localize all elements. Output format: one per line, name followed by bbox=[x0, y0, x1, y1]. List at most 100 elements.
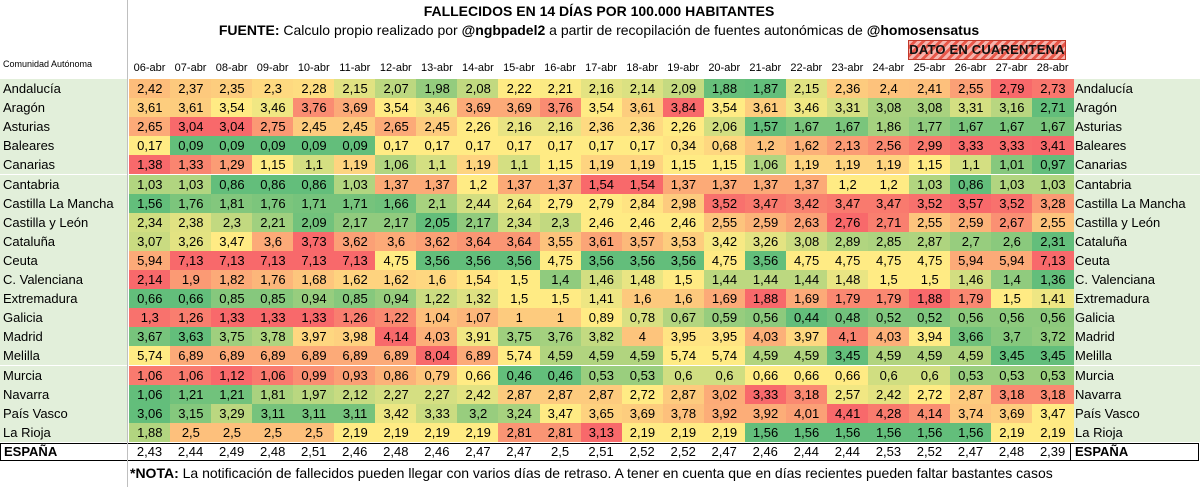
column-header: 09-abr bbox=[256, 62, 289, 74]
heatmap-cell: 1,03 bbox=[129, 174, 171, 194]
heatmap-cell: 1,54 bbox=[580, 174, 623, 194]
heatmap-cell: 2,7 bbox=[950, 231, 992, 251]
heatmap-cell: 2,27 bbox=[375, 384, 417, 404]
heatmap-cell: 1,32 bbox=[457, 289, 500, 309]
heatmap-cell: 2,55 bbox=[1032, 212, 1074, 232]
heatmap-cell: 2,42 bbox=[129, 79, 171, 98]
heatmap-cell: 6,89 bbox=[211, 346, 253, 366]
heatmap-cell: 0,09 bbox=[334, 136, 376, 156]
heatmap-cell: 2,09 bbox=[293, 212, 335, 232]
heatmap-cell: 2,19 bbox=[703, 422, 746, 442]
heatmap-cell: 1,37 bbox=[703, 174, 746, 194]
heatmap-cell: 2,87 bbox=[662, 384, 705, 404]
heatmap-cell: 1,29 bbox=[211, 155, 253, 175]
total-cell: 2,46 bbox=[752, 444, 778, 459]
row-label: Cantabria bbox=[3, 176, 60, 192]
row-label: Asturias bbox=[3, 119, 50, 135]
row-label-background bbox=[1071, 193, 1200, 213]
heatmap-cell: 3,75 bbox=[211, 327, 253, 347]
column-header: 13-abr bbox=[420, 62, 453, 74]
row-label-background bbox=[1071, 403, 1200, 423]
heatmap-cell: 2,17 bbox=[334, 212, 376, 232]
heatmap-cell: 1,1 bbox=[498, 155, 541, 175]
heatmap-cell: 2,55 bbox=[703, 212, 746, 232]
heatmap-cell: 3,54 bbox=[580, 98, 623, 118]
heatmap-cell: 4,03 bbox=[867, 327, 910, 347]
heatmap-cell: 1 bbox=[498, 308, 541, 328]
heatmap-cell: 2,89 bbox=[826, 231, 869, 251]
heatmap-cell: 2,64 bbox=[498, 193, 541, 213]
row-label-right: Cantabria bbox=[1075, 176, 1132, 192]
heatmap-cell: 0,6 bbox=[703, 365, 746, 385]
heatmap-cell: 4,75 bbox=[826, 250, 869, 270]
heatmap-cell: 1,68 bbox=[293, 270, 335, 289]
row-label-background bbox=[1071, 346, 1200, 366]
heatmap-cell: 1,88 bbox=[703, 79, 746, 98]
row-label-right: La Rioja bbox=[1075, 424, 1123, 440]
heatmap-cell: 5,94 bbox=[950, 250, 992, 270]
heatmap-cell: 1,3 bbox=[129, 308, 171, 328]
heatmap-cell: 2,07 bbox=[375, 79, 417, 98]
heatmap-cell: 1,5 bbox=[867, 270, 910, 289]
heatmap-cell: 3,97 bbox=[785, 327, 828, 347]
heatmap-cell: 2,27 bbox=[416, 384, 458, 404]
heatmap-cell: 1,44 bbox=[703, 270, 746, 289]
heatmap-cell: 1,5 bbox=[498, 289, 541, 309]
heatmap-cell: 3,72 bbox=[1032, 327, 1074, 347]
heatmap-cell: 1,03 bbox=[908, 174, 951, 194]
heatmap-cell: 2,38 bbox=[170, 212, 212, 232]
heatmap-cell: 0,85 bbox=[334, 289, 376, 309]
heatmap-cell: 0,09 bbox=[170, 136, 212, 156]
heatmap-cell: 3,56 bbox=[416, 250, 458, 270]
heatmap-cell: 2,36 bbox=[580, 117, 623, 137]
heatmap-cell: 2,42 bbox=[867, 384, 910, 404]
heatmap-cell: 0,53 bbox=[950, 365, 992, 385]
heatmap-cell: 2,06 bbox=[703, 117, 746, 137]
heatmap-cell: 3,65 bbox=[580, 403, 623, 423]
heatmap-cell: 4,75 bbox=[867, 250, 910, 270]
heatmap-cell: 0,59 bbox=[703, 308, 746, 328]
heatmap-cell: 0,85 bbox=[252, 289, 294, 309]
heatmap-cell: 1,37 bbox=[375, 174, 417, 194]
heatmap-cell: 0,17 bbox=[457, 136, 500, 156]
heatmap-cell: 4 bbox=[621, 327, 664, 347]
heatmap-cell: 3,57 bbox=[950, 193, 992, 213]
heatmap-cell: 4,01 bbox=[785, 403, 828, 423]
source-prefix: FUENTE: bbox=[218, 22, 280, 38]
heatmap-cell: 3,31 bbox=[826, 98, 869, 118]
heatmap-cell: 6,89 bbox=[375, 346, 417, 366]
heatmap-cell: 7,13 bbox=[334, 250, 376, 270]
heatmap-cell: 1,56 bbox=[950, 422, 992, 442]
heatmap-cell: 3,16 bbox=[991, 98, 1033, 118]
column-header: 28-abr bbox=[1036, 62, 1069, 74]
row-label-background bbox=[0, 212, 127, 232]
heatmap-cell: 1,15 bbox=[539, 155, 582, 175]
heatmap-cell: 1,03 bbox=[170, 174, 212, 194]
row-label-right: Castilla La Mancha bbox=[1075, 195, 1186, 211]
heatmap-cell: 0,34 bbox=[662, 136, 705, 156]
heatmap-cell: 3,92 bbox=[703, 403, 746, 423]
row-label: País Vasco bbox=[3, 405, 68, 421]
heatmap-cell: 4,59 bbox=[621, 346, 664, 366]
heatmap-cell: 1,56 bbox=[867, 422, 910, 442]
heatmap-cell: 3,57 bbox=[621, 231, 664, 251]
heatmap-cell: 1,81 bbox=[211, 193, 253, 213]
total-cell: 2,51 bbox=[588, 444, 614, 459]
heatmap-cell: 3,75 bbox=[498, 327, 541, 347]
heatmap-cell: 0,86 bbox=[950, 174, 992, 194]
heatmap-cell: 3,61 bbox=[744, 98, 787, 118]
heatmap-cell: 1,9 bbox=[170, 270, 212, 289]
heatmap-cell: 1,54 bbox=[457, 270, 500, 289]
row-label-background bbox=[0, 79, 127, 98]
heatmap-cell: 3,61 bbox=[580, 231, 623, 251]
heatmap-cell: 2,72 bbox=[621, 384, 664, 404]
heatmap-cell: 3,56 bbox=[621, 250, 664, 270]
row-label: Aragón bbox=[3, 100, 45, 116]
heatmap-cell: 1,06 bbox=[129, 365, 171, 385]
heatmap-cell: 4,59 bbox=[580, 346, 623, 366]
heatmap-cell: 1,6 bbox=[416, 270, 458, 289]
row-label: Castilla y León bbox=[3, 214, 89, 230]
row-label: Castilla La Mancha bbox=[3, 195, 114, 211]
total-cell: 2,47 bbox=[506, 444, 532, 459]
heatmap-cell: 2,87 bbox=[539, 384, 582, 404]
